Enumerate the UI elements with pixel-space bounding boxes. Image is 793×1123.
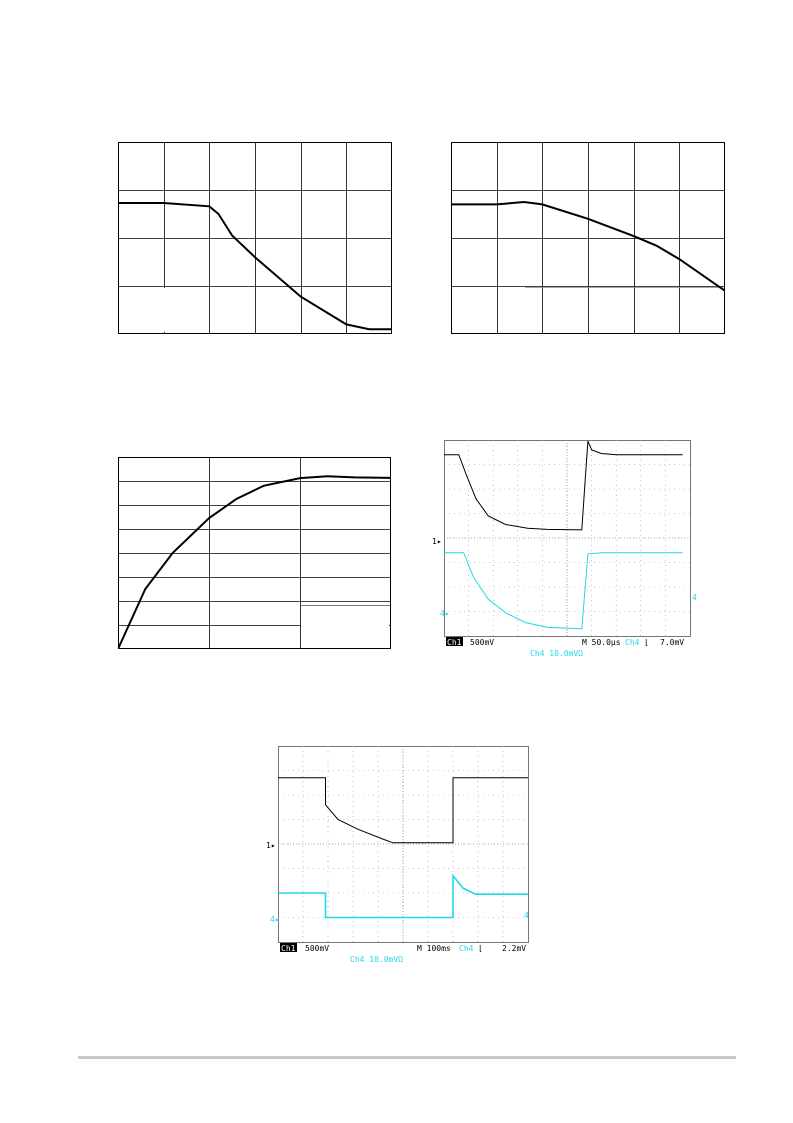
chart-1-blank-patch xyxy=(120,288,198,332)
footer-rule xyxy=(78,1056,736,1059)
scope-1-trig-level: 7.0mV xyxy=(660,638,684,647)
chart-3-line xyxy=(117,475,392,650)
chart-2-frame xyxy=(451,142,725,334)
scope-1-ch1-marker: 1▸ xyxy=(432,537,442,546)
chart-2 xyxy=(451,142,726,334)
scope-1-ch4-right-marker: 4 xyxy=(692,593,697,602)
chart-3-grid xyxy=(118,457,391,649)
scope-2-ch4-right-marker: 4 xyxy=(524,911,529,920)
scope-1-grid xyxy=(444,440,691,637)
chart-1-line xyxy=(118,202,392,331)
scope-2-ch1-tag: Ch1 xyxy=(281,944,296,953)
scope-2: 1▸ 4▸ 4 Ch1 500mV M 100ms Ch4 ⌊ 2.2mV Ch… xyxy=(262,742,532,968)
chart-1-frame xyxy=(118,142,392,334)
scope-2-frame xyxy=(278,746,529,943)
scope-2-ch4-marker: 4▸ xyxy=(270,915,280,924)
scope-1-ch1-tag-bg xyxy=(446,637,463,646)
scope-1-timebase: M 50.0µs xyxy=(582,638,621,647)
scope-1-ch4-scale: Ch4 10.0mVΩ xyxy=(530,649,583,658)
chart-2-blank-patch xyxy=(453,288,497,332)
chart-2-grid xyxy=(451,142,725,334)
chart-3 xyxy=(117,457,392,650)
scope-2-ch1-scale: 500mV xyxy=(305,944,329,953)
scope-1-trig-src: Ch4 xyxy=(625,638,640,647)
scope-2-trig-edge: ⌊ xyxy=(478,944,483,953)
scope-1-ch4-trace xyxy=(444,552,683,630)
scope-1-ch1-trace xyxy=(444,441,683,531)
scope-1-svg: 1▸ 4▸ 4 Ch1 500mV M 50.0µs Ch4 ⌊ 7.0mV C… xyxy=(432,440,697,658)
scope-2-ch1-tag-bg xyxy=(280,943,297,952)
chart-2-line xyxy=(451,200,726,292)
scope-2-ch4-scale: Ch4 10.0mVΩ xyxy=(350,955,403,964)
scope-2-trig-level: 2.2mV xyxy=(502,944,526,953)
scope-2-ch1-trace xyxy=(278,777,528,844)
scope-2-timebase: M 100ms xyxy=(417,944,451,953)
chart-2-svg xyxy=(451,142,726,334)
scope-2-ch1-marker: 1▸ xyxy=(266,841,276,850)
scope-1-frame xyxy=(444,440,691,637)
scope-1-ch1-tag: Ch1 xyxy=(447,638,462,647)
scope-2-trig-src: Ch4 xyxy=(459,944,474,953)
chart-3-svg xyxy=(117,457,392,650)
scope-2-svg: 1▸ 4▸ 4 Ch1 500mV M 100ms Ch4 ⌊ 2.2mV Ch… xyxy=(266,746,529,964)
chart-3-blank-patch xyxy=(301,602,389,647)
chart-1-grid xyxy=(118,142,392,334)
chart-1-svg xyxy=(118,142,392,334)
chart-1 xyxy=(118,142,392,334)
scope-1-ch4-marker: 4▸ xyxy=(440,609,450,618)
scope-1-ch1-scale: 500mV xyxy=(470,638,494,647)
chart-3-frame xyxy=(118,457,391,649)
scope-1-trig-edge: ⌊ xyxy=(644,638,649,647)
scope-2-grid xyxy=(278,746,529,943)
scope-1: 1▸ 4▸ 4 Ch1 500mV M 50.0µs Ch4 ⌊ 7.0mV C… xyxy=(430,438,700,664)
scope-2-ch4-trace xyxy=(278,873,528,919)
